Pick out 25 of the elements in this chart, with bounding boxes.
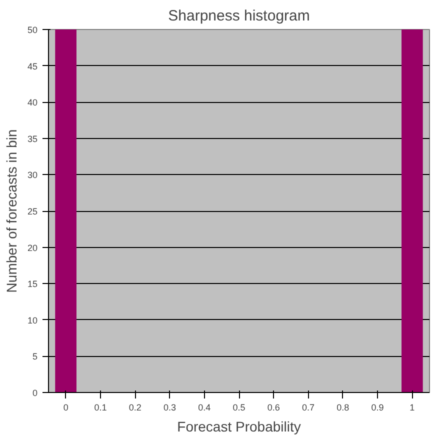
- y-tick-label: 20: [27, 242, 38, 253]
- x-tick-label: 0.3: [163, 402, 176, 412]
- x-tick-label: 0: [63, 402, 68, 412]
- x-axis-title: Forecast Probability: [177, 418, 301, 434]
- x-tick-label: 0.4: [198, 402, 211, 412]
- x-tick-label: 0.9: [371, 402, 384, 412]
- y-tick-label: 5: [32, 352, 38, 362]
- y-tick-label: 10: [27, 315, 38, 326]
- x-tick-label: 0.6: [267, 402, 280, 412]
- y-tick-label: 0: [32, 388, 38, 398]
- y-tick-label: 35: [27, 134, 38, 144]
- x-tick-label: 0.1: [94, 402, 107, 412]
- x-tick-label: 0.7: [302, 402, 315, 412]
- y-tick-label: 30: [27, 170, 38, 180]
- y-axis-title: Number of forecasts in bin: [3, 129, 20, 293]
- x-tick-label: 1: [410, 402, 415, 412]
- y-tick-label: 40: [27, 98, 38, 108]
- y-tick-label: 45: [27, 61, 38, 72]
- x-tick-label: 0.5: [232, 402, 246, 412]
- y-tick-label: 50: [27, 25, 38, 35]
- y-tick-label: 15: [27, 279, 38, 290]
- x-tick-label: 0.8: [336, 402, 350, 412]
- chart-title: Sharpness histogram: [168, 8, 310, 24]
- y-tick-label: 25: [27, 206, 38, 216]
- x-tick-label: 0.2: [128, 402, 142, 412]
